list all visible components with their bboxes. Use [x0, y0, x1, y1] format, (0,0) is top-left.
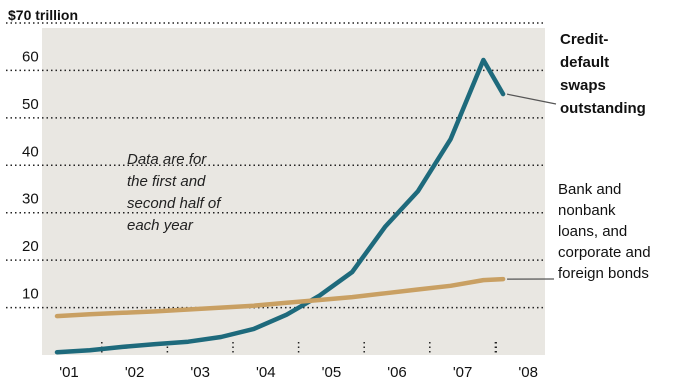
series-label-line: outstanding [560, 100, 646, 117]
x-tick-label: '01 [59, 364, 79, 381]
y-tick-label: 60 [22, 48, 39, 65]
series-lines [54, 57, 506, 355]
series-label-line: nonbank [558, 202, 616, 219]
annotation-line: second half of [127, 195, 222, 212]
annotation-line: Data are for [127, 151, 207, 168]
x-tick-label: '05 [322, 364, 342, 381]
series-labels: Credit-default swaps outstanding Bank and no… [506, 31, 651, 282]
y-tick-label: 30 [22, 191, 39, 208]
y-axis: 10 20 30 40 50 60 [22, 48, 39, 302]
plot-background [42, 28, 545, 355]
x-tick-label: '06 [387, 364, 407, 381]
y-tick-label: 10 [22, 286, 39, 303]
annotation-line: the first and [127, 173, 206, 190]
series-line-1 [54, 276, 506, 319]
y-tick-label: 40 [22, 143, 39, 160]
x-tick-label: '08 [518, 364, 538, 381]
annotation: Data are for the first and second half of e… [127, 151, 222, 234]
y-tick-label: 50 [22, 96, 39, 113]
series-label-line: Credit- [560, 31, 608, 48]
series-label-line: default [560, 54, 609, 71]
series-line-0 [54, 57, 506, 355]
x-tick-label: '07 [453, 364, 473, 381]
x-tick-label: '03 [190, 364, 210, 381]
x-tick-label: '04 [256, 364, 276, 381]
series-label-line: foreign bonds [558, 265, 649, 282]
series-label-line: Bank and [558, 181, 621, 198]
y-unit-label: $70 trillion [8, 7, 78, 23]
annotation-line: each year [127, 217, 194, 234]
series-label-line: corporate and [558, 244, 651, 261]
leader-line [506, 93, 557, 105]
series-label-line: swaps [560, 77, 606, 94]
series-label-line: loans, and [558, 223, 627, 240]
y-tick-label: 20 [22, 238, 39, 255]
x-axis: '01 '02 '03 '04 '05 '06 '07 '08 [59, 364, 538, 381]
x-tick-label: '02 [125, 364, 145, 381]
